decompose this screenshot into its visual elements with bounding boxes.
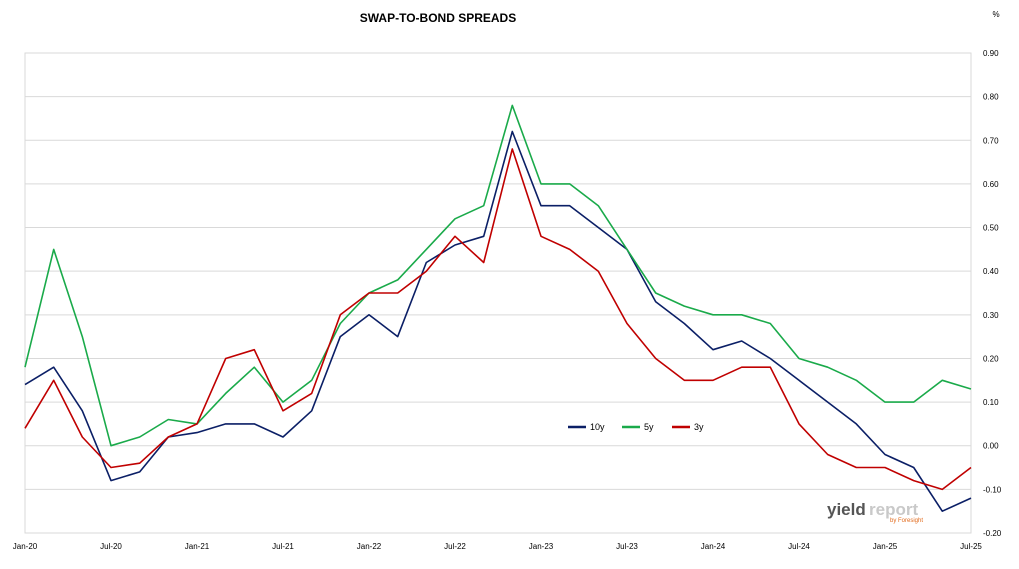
y-tick-label: 0.70 (983, 136, 999, 145)
unit-label: % (992, 10, 999, 19)
y-tick-label: 0.00 (983, 442, 999, 451)
series-group (24, 104, 972, 513)
legend: 10y 5y 3y (568, 422, 704, 432)
y-tick-label: 0.80 (983, 93, 999, 102)
y-tick-label: -0.20 (983, 529, 1002, 538)
chart-title: SWAP-TO-BOND SPREADS (360, 11, 516, 25)
y-tick-label: -0.10 (983, 485, 1002, 494)
watermark-word-report: report (869, 500, 918, 519)
series-line-5y (24, 104, 972, 447)
y-tick-labels: 0.90 0.80 0.70 0.60 0.50 0.40 0.30 0.20 0.10 0.00… (983, 49, 1002, 538)
plot-area (24, 52, 972, 534)
watermark-logo: yield report by Foresight (827, 500, 923, 524)
grid (25, 52, 971, 534)
x-tick-labels: Jan-20 Jul-20 Jan-21 Jul-21 Jan-22 Jul-22 Jan-… (13, 542, 983, 551)
watermark-byline: by Foresight (890, 518, 923, 524)
x-tick-label: Jan-22 (357, 542, 382, 551)
x-tick-label: Jan-21 (185, 542, 210, 551)
legend-label-3y: 3y (694, 422, 704, 432)
watermark-word-yield: yield (827, 500, 866, 519)
y-tick-label: 0.10 (983, 398, 999, 407)
legend-label-5y: 5y (644, 422, 654, 432)
y-tick-label: 0.50 (983, 224, 999, 233)
legend-label-10y: 10y (590, 422, 605, 432)
x-tick-label: Jan-25 (873, 542, 898, 551)
x-tick-label: Jan-24 (701, 542, 726, 551)
x-tick-label: Jul-20 (100, 542, 122, 551)
x-tick-label: Jul-22 (444, 542, 466, 551)
series-line-3y (24, 148, 972, 491)
x-tick-label: Jul-23 (616, 542, 638, 551)
x-tick-label: Jul-21 (272, 542, 294, 551)
x-tick-label: Jan-23 (529, 542, 554, 551)
y-tick-label: 0.20 (983, 354, 999, 363)
y-tick-label: 0.40 (983, 267, 999, 276)
x-tick-label: Jul-25 (960, 542, 982, 551)
x-tick-label: Jan-20 (13, 542, 38, 551)
y-tick-label: 0.30 (983, 311, 999, 320)
x-tick-label: Jul-24 (788, 542, 810, 551)
y-tick-label: 0.90 (983, 49, 999, 58)
series-line-10y (24, 130, 972, 513)
y-tick-label: 0.60 (983, 180, 999, 189)
